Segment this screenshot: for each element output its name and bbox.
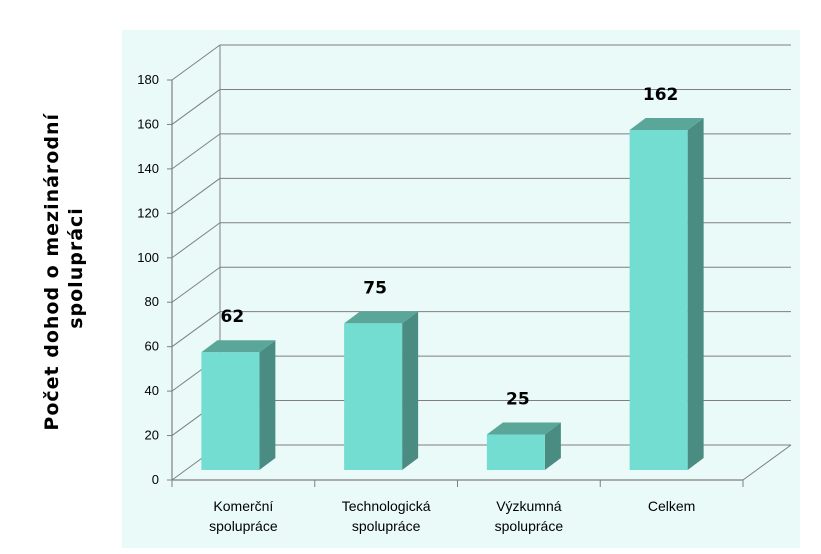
category-label: Výzkumná spolupráce bbox=[495, 498, 564, 534]
bar-top bbox=[201, 340, 276, 353]
y-tick-label: 40 bbox=[145, 383, 159, 398]
y-tick-label: 80 bbox=[145, 294, 159, 309]
y-tick-label: 100 bbox=[137, 250, 159, 265]
y-tick-labels: 0 20 40 60 80 100 120 140 160 180 bbox=[137, 72, 159, 487]
gridline-diagonal bbox=[171, 311, 221, 348]
bar-front bbox=[201, 352, 260, 470]
bar-front bbox=[344, 323, 403, 470]
category-labels: Komerční spolupráce Technologická spoluprác… bbox=[209, 498, 695, 534]
category-label-line: spolupráce bbox=[495, 518, 564, 534]
data-label: 25 bbox=[506, 389, 530, 409]
category-label-line: Komerční bbox=[213, 498, 273, 514]
bars bbox=[201, 118, 704, 470]
bar-top bbox=[629, 118, 704, 130]
category-label: Technologická spolupráce bbox=[342, 498, 431, 534]
gridline-diagonal bbox=[171, 133, 221, 170]
category-label-line: Technologická bbox=[342, 498, 431, 514]
y-tick-label: 20 bbox=[145, 428, 159, 443]
axes bbox=[167, 79, 744, 487]
data-label: 162 bbox=[643, 85, 679, 105]
bar-top bbox=[486, 422, 561, 435]
data-label: 75 bbox=[363, 278, 387, 298]
bar bbox=[344, 311, 419, 470]
gridline-diagonal bbox=[171, 44, 221, 81]
gridline-diagonal bbox=[171, 266, 221, 303]
y-tick-label: 140 bbox=[137, 161, 159, 176]
data-labels: 62 75 25 162 bbox=[221, 85, 679, 409]
y-axis-label: Počet dohod o mezinárodní spolupráci bbox=[41, 105, 87, 430]
bar-front bbox=[486, 434, 545, 470]
category-label-line: spolupráce bbox=[352, 518, 421, 534]
floor-edge bbox=[742, 444, 792, 481]
data-label: 62 bbox=[221, 307, 245, 327]
bar-side bbox=[259, 340, 276, 470]
category-label: Celkem bbox=[648, 498, 695, 514]
bar-side bbox=[687, 118, 704, 470]
gridline-diagonal bbox=[171, 177, 221, 214]
bar bbox=[629, 118, 704, 470]
bar bbox=[201, 340, 276, 470]
bar bbox=[486, 422, 561, 470]
y-tick-label: 160 bbox=[137, 116, 159, 131]
category-label-line: Výzkumná bbox=[496, 498, 562, 514]
bar-side bbox=[544, 422, 561, 470]
y-tick-label: 0 bbox=[152, 472, 159, 487]
bar-top bbox=[344, 311, 419, 324]
y-axis-label-line-2: spolupráci bbox=[65, 207, 87, 329]
y-tick-label: 60 bbox=[145, 339, 159, 354]
y-axis-label-line-1: Počet dohod o mezinárodní bbox=[41, 113, 63, 431]
category-label-line: spolupráce bbox=[209, 518, 278, 534]
category-label-line: Celkem bbox=[648, 498, 695, 514]
gridline-diagonal bbox=[171, 222, 221, 259]
y-tick-label: 120 bbox=[137, 205, 159, 220]
gridline-diagonal bbox=[171, 89, 221, 125]
y-tick-label: 180 bbox=[137, 72, 159, 87]
bar-side bbox=[402, 311, 419, 470]
category-label: Komerční spolupráce bbox=[209, 498, 278, 534]
bar-front bbox=[629, 130, 688, 470]
